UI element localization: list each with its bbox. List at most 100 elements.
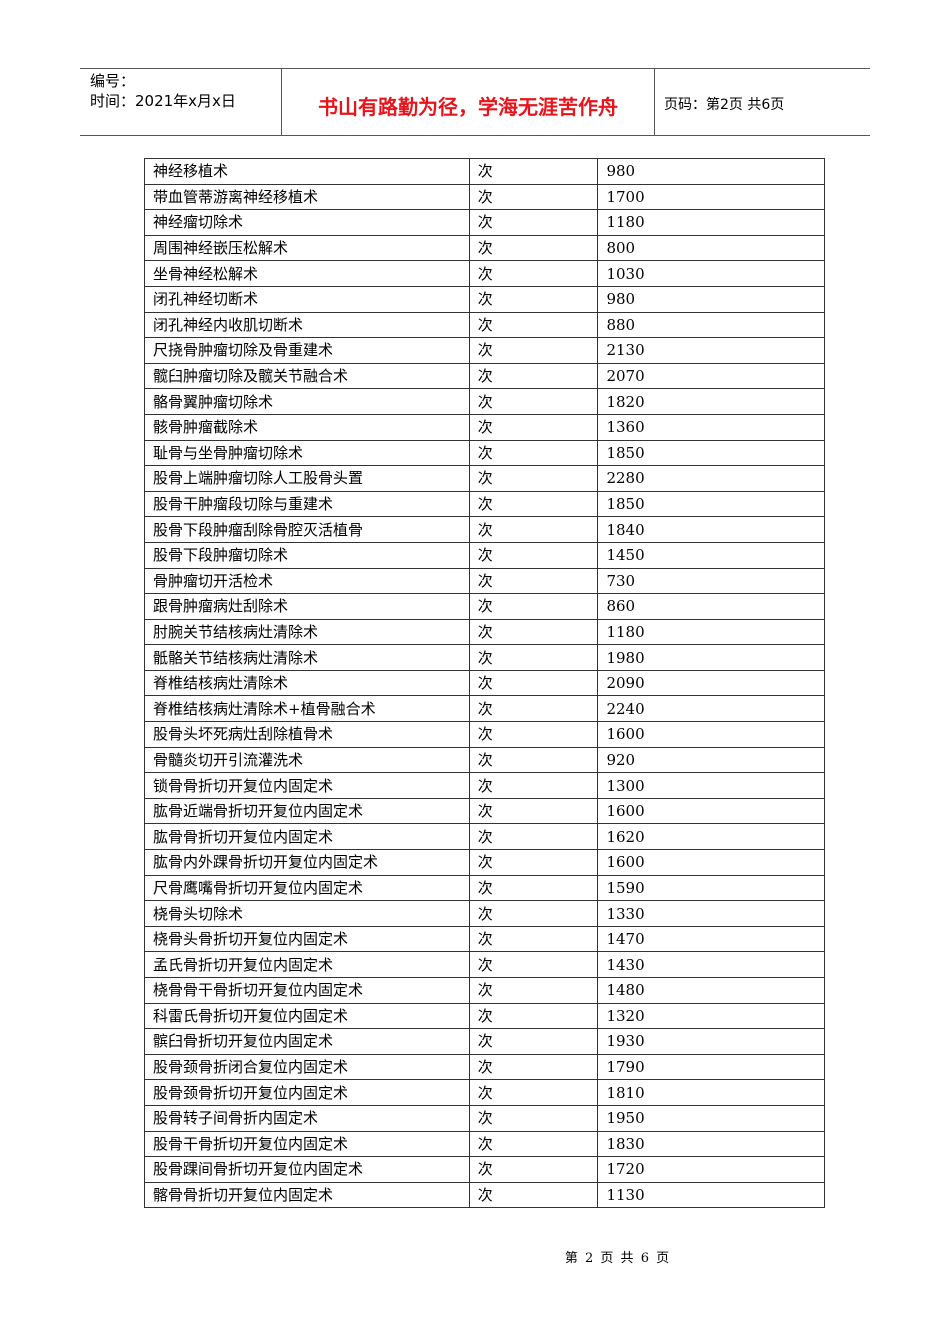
price-cell: 1590 [597, 874, 825, 902]
header-divider [281, 69, 282, 135]
unit-cell: 次 [468, 925, 599, 953]
unit-cell: 次 [468, 465, 599, 492]
table-row: 尺挠骨肿瘤切除及骨重建术次 2130 [144, 337, 825, 364]
procedure-name-cell: 闭孔神经内收肌切断术 [144, 311, 470, 339]
table-row: 桡骨头骨折切开复位内固定术次 1470 [144, 925, 825, 953]
procedure-name-cell: 坐骨神经松解术 [144, 260, 470, 287]
procedure-name-cell: 骨髓炎切开引流灌洗术 [144, 746, 470, 774]
procedure-name-cell: 股骨转子间骨折内固定术 [144, 1104, 470, 1132]
price-cell: 2280 [597, 465, 825, 492]
procedure-name-cell: 脊椎结核病灶清除术 [144, 669, 470, 697]
procedure-name-cell: 肱骨骨折切开复位内固定术 [144, 823, 470, 851]
procedure-name-cell: 髂骨骨折切开复位内固定术 [144, 1181, 470, 1209]
price-cell: 1840 [597, 516, 825, 543]
table-row: 股骨颈骨折闭合复位内固定术次 1790 [144, 1053, 825, 1081]
table-row: 股骨颈骨折切开复位内固定术次 1810 [144, 1079, 825, 1106]
unit-cell: 次 [468, 541, 599, 569]
price-cell: 800 [597, 234, 825, 262]
unit-cell: 次 [468, 413, 599, 441]
procedure-name-cell: 骶骼关节结核病灶清除术 [144, 644, 470, 671]
unit-cell: 次 [468, 234, 599, 262]
table-row: 股骨转子间骨折内固定术次 1950 [144, 1104, 825, 1132]
price-cell: 920 [597, 746, 825, 774]
procedure-name-cell: 股骨下段肿瘤刮除骨腔灭活植骨 [144, 516, 470, 543]
price-cell: 1600 [597, 721, 825, 748]
table-row: 锁骨骨折切开复位内固定术次 1300 [144, 772, 825, 799]
header-motto: 书山有路勤为径，学海无涯苦作舟 [318, 95, 618, 119]
price-cell: 1700 [597, 183, 825, 211]
table-row: 肘腕关节结核病灶清除术次 1180 [144, 618, 825, 646]
page-header: 编号： 时间：2021年x月x日 书山有路勤为径，学海无涯苦作舟 页码：第2页 … [80, 68, 870, 136]
price-cell: 1620 [597, 823, 825, 851]
price-cell: 1600 [597, 797, 825, 825]
procedure-name-cell: 脊椎结核病灶清除术+植骨融合术 [144, 695, 470, 723]
procedure-name-cell: 桡骨头切除术 [144, 900, 470, 927]
price-cell: 1720 [597, 1156, 825, 1183]
price-cell: 1850 [597, 490, 825, 518]
unit-cell: 次 [468, 1156, 599, 1183]
table-row: 肱骨内外踝骨折切开复位内固定术次 1600 [144, 849, 825, 876]
unit-cell: 次 [468, 158, 599, 185]
price-cell: 1850 [597, 439, 825, 467]
table-row: 髌臼骨折切开复位内固定术次 1930 [144, 1028, 825, 1055]
price-cell: 1600 [597, 849, 825, 876]
unit-cell: 次 [468, 285, 599, 313]
unit-cell: 次 [468, 209, 599, 236]
table-row: 神经瘤切除术次 1180 [144, 209, 825, 236]
price-cell: 1930 [597, 1028, 825, 1055]
price-cell: 1320 [597, 1002, 825, 1030]
unit-cell: 次 [468, 183, 599, 211]
table-row: 脊椎结核病灶清除术+植骨融合术次 2240 [144, 695, 825, 723]
price-cell: 1820 [597, 388, 825, 415]
table-row: 尺骨鹰嘴骨折切开复位内固定术次 1590 [144, 874, 825, 902]
unit-cell: 次 [468, 1002, 599, 1030]
price-cell: 980 [597, 285, 825, 313]
unit-cell: 次 [468, 695, 599, 723]
page-footer: 第 2 页 共 6 页 [564, 1251, 670, 1266]
procedure-name-cell: 桡骨头骨折切开复位内固定术 [144, 925, 470, 953]
procedure-name-cell: 股骨上端肿瘤切除人工股骨头置 [144, 465, 470, 492]
header-page-info: 页码：第2页 共6页 [664, 97, 785, 113]
table-row: 神经移植术次 980 [144, 158, 825, 185]
price-cell: 2130 [597, 337, 825, 364]
table-row: 跟骨肿瘤病灶刮除术次 860 [144, 593, 825, 620]
procedure-name-cell: 骨肿瘤切开活检术 [144, 567, 470, 595]
table-row: 耻骨与坐骨肿瘤切除术次 1850 [144, 439, 825, 467]
table-row: 股骨踝间骨折切开复位内固定术次 1720 [144, 1156, 825, 1183]
table-row: 骸骨肿瘤截除术次 1360 [144, 413, 825, 441]
unit-cell: 次 [468, 618, 599, 646]
price-cell: 1180 [597, 209, 825, 236]
table-row: 坐骨神经松解术次 1030 [144, 260, 825, 287]
procedure-name-cell: 科雷氏骨折切开复位内固定术 [144, 1002, 470, 1030]
table-row: 科雷氏骨折切开复位内固定术次 1320 [144, 1002, 825, 1030]
procedure-name-cell: 股骨头坏死病灶刮除植骨术 [144, 721, 470, 748]
table-row: 股骨头坏死病灶刮除植骨术次 1600 [144, 721, 825, 748]
price-cell: 1450 [597, 541, 825, 569]
table-row: 股骨下段肿瘤刮除骨腔灭活植骨次 1840 [144, 516, 825, 543]
unit-cell: 次 [468, 746, 599, 774]
price-cell: 1950 [597, 1104, 825, 1132]
unit-cell: 次 [468, 772, 599, 799]
header-meta: 编号： 时间：2021年x月x日 [90, 71, 236, 111]
procedure-name-cell: 骼骨翼肿瘤切除术 [144, 388, 470, 415]
unit-cell: 次 [468, 567, 599, 595]
unit-cell: 次 [468, 797, 599, 825]
document-number-label: 编号： [90, 72, 136, 90]
document-date: 时间：2021年x月x日 [90, 92, 236, 110]
unit-cell: 次 [468, 900, 599, 927]
unit-cell: 次 [468, 721, 599, 748]
procedure-name-cell: 跟骨肿瘤病灶刮除术 [144, 593, 470, 620]
procedure-name-cell: 骸骨肿瘤截除术 [144, 413, 470, 441]
procedure-name-cell: 耻骨与坐骨肿瘤切除术 [144, 439, 470, 467]
unit-cell: 次 [468, 1104, 599, 1132]
procedure-name-cell: 锁骨骨折切开复位内固定术 [144, 772, 470, 799]
unit-cell: 次 [468, 874, 599, 902]
price-cell: 1980 [597, 644, 825, 671]
table-row: 带血管蒂游离神经移植术次 1700 [144, 183, 825, 211]
price-cell: 730 [597, 567, 825, 595]
table-row: 骨肿瘤切开活检术次 730 [144, 567, 825, 595]
price-cell: 1030 [597, 260, 825, 287]
price-cell: 1790 [597, 1053, 825, 1081]
procedure-name-cell: 股骨下段肿瘤切除术 [144, 541, 470, 569]
table-row: 髋臼肿瘤切除及髋关节融合术次 2070 [144, 362, 825, 390]
